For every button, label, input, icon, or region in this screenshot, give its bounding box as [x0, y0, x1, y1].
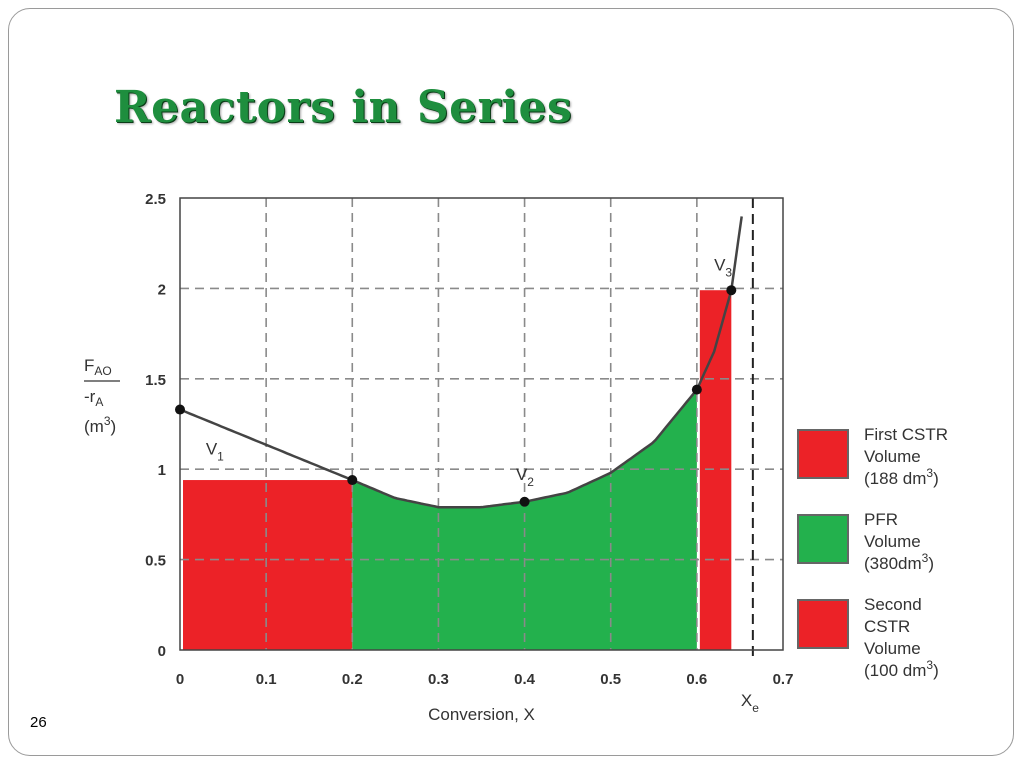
y-tick-label: 1.5 — [145, 372, 166, 389]
levenspiel-curve — [180, 216, 743, 509]
legend-text-line: CSTR — [864, 617, 910, 636]
x-tick-label: 0.4 — [514, 671, 536, 688]
x-tick-label: 0.3 — [428, 671, 449, 688]
grid-lines — [180, 198, 783, 650]
legend-swatch-1 — [797, 429, 849, 479]
volume-label-3: V3 — [714, 255, 732, 279]
legend-volume-text: (100 dm3) — [864, 658, 939, 680]
x-tick-label: 0.1 — [256, 671, 277, 688]
volume-label-2: V2 — [516, 465, 534, 489]
curve-point-0 — [175, 404, 185, 415]
y-axis-label-numerator: FAO — [84, 356, 112, 378]
legend-swatch-2 — [797, 514, 849, 564]
curve-point-3 — [691, 384, 702, 395]
y-axis-label-unit: (m3) — [84, 414, 116, 436]
y-tick-label: 0 — [158, 643, 166, 660]
curve-point-4 — [726, 285, 737, 296]
legend-volume-text: (380dm3) — [864, 551, 934, 573]
curve-point-1 — [347, 475, 358, 486]
x-axis-label: Conversion, X — [428, 705, 535, 724]
legend-text-line: Second — [864, 595, 922, 614]
plot-frame — [179, 197, 784, 651]
volume-label-1: V1 — [206, 440, 224, 464]
legend-text-line: Volume — [864, 639, 921, 658]
legend-text-line: PFR — [864, 510, 898, 529]
y-tick-label: 1 — [158, 462, 166, 479]
legend-text-line: Volume — [864, 447, 921, 466]
y-axis-label-denominator: -rA — [84, 387, 103, 409]
x-tick-label: 0.6 — [686, 671, 707, 688]
x-tick-label: 0 — [176, 671, 184, 688]
legend-volume-text: (188 dm3) — [864, 466, 939, 488]
y-tick-label: 2 — [158, 281, 166, 298]
legend-text-line: Volume — [864, 532, 921, 551]
slide-title: Reactors in Series — [114, 82, 573, 133]
xe-label: Xe — [741, 691, 759, 715]
x-tick-label: 0.2 — [342, 671, 363, 688]
y-tick-label: 2.5 — [145, 191, 166, 208]
y-tick-label: 0.5 — [145, 553, 166, 570]
curve-point-2 — [519, 496, 530, 507]
x-tick-label: 0.7 — [773, 671, 794, 688]
region-first-cstr — [183, 480, 353, 650]
legend-swatch-3 — [797, 599, 849, 649]
legend-text-line: First CSTR — [864, 425, 948, 444]
x-tick-label: 0.5 — [600, 671, 621, 688]
slide-number: 26 — [30, 714, 47, 731]
